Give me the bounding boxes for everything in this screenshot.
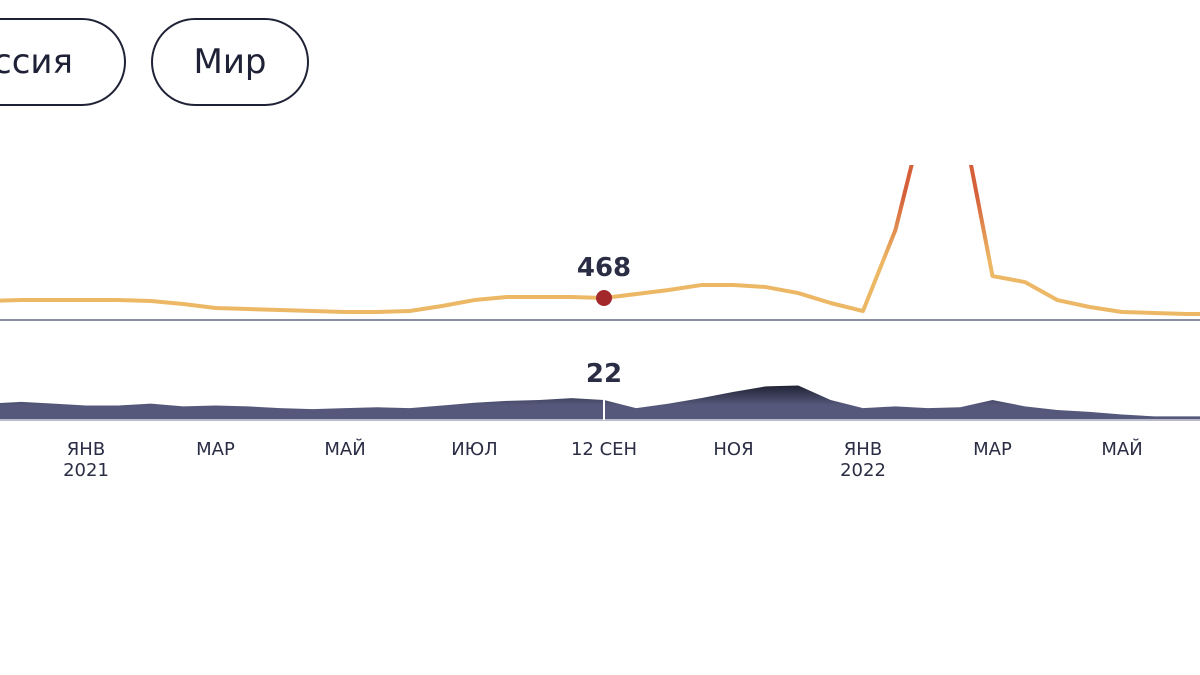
x-tick-label: МАЙ xyxy=(1101,438,1142,460)
x-tick-label: ИЮЛ xyxy=(451,439,497,460)
x-tick-label: 12 СЕН xyxy=(571,439,637,460)
x-tick-label: ЯНВ xyxy=(844,439,882,460)
x-tick-label: МАР xyxy=(196,439,235,460)
tab-russia[interactable]: ссия xyxy=(0,18,126,106)
tab-world[interactable]: Мир xyxy=(151,18,309,106)
x-tick-label: ЯНВ xyxy=(67,439,105,460)
highlight-label: 468 xyxy=(577,253,631,283)
x-tick-label: НОЯ xyxy=(713,439,753,460)
highlight-point xyxy=(596,290,612,307)
x-tick-label: МАЙ xyxy=(324,438,365,460)
x-tick-year: 2021 xyxy=(63,460,109,481)
area xyxy=(0,385,1200,420)
highlight-label: 22 xyxy=(586,359,622,389)
x-tick-label: МАР xyxy=(973,439,1012,460)
x-tick-year: 2022 xyxy=(840,460,886,481)
